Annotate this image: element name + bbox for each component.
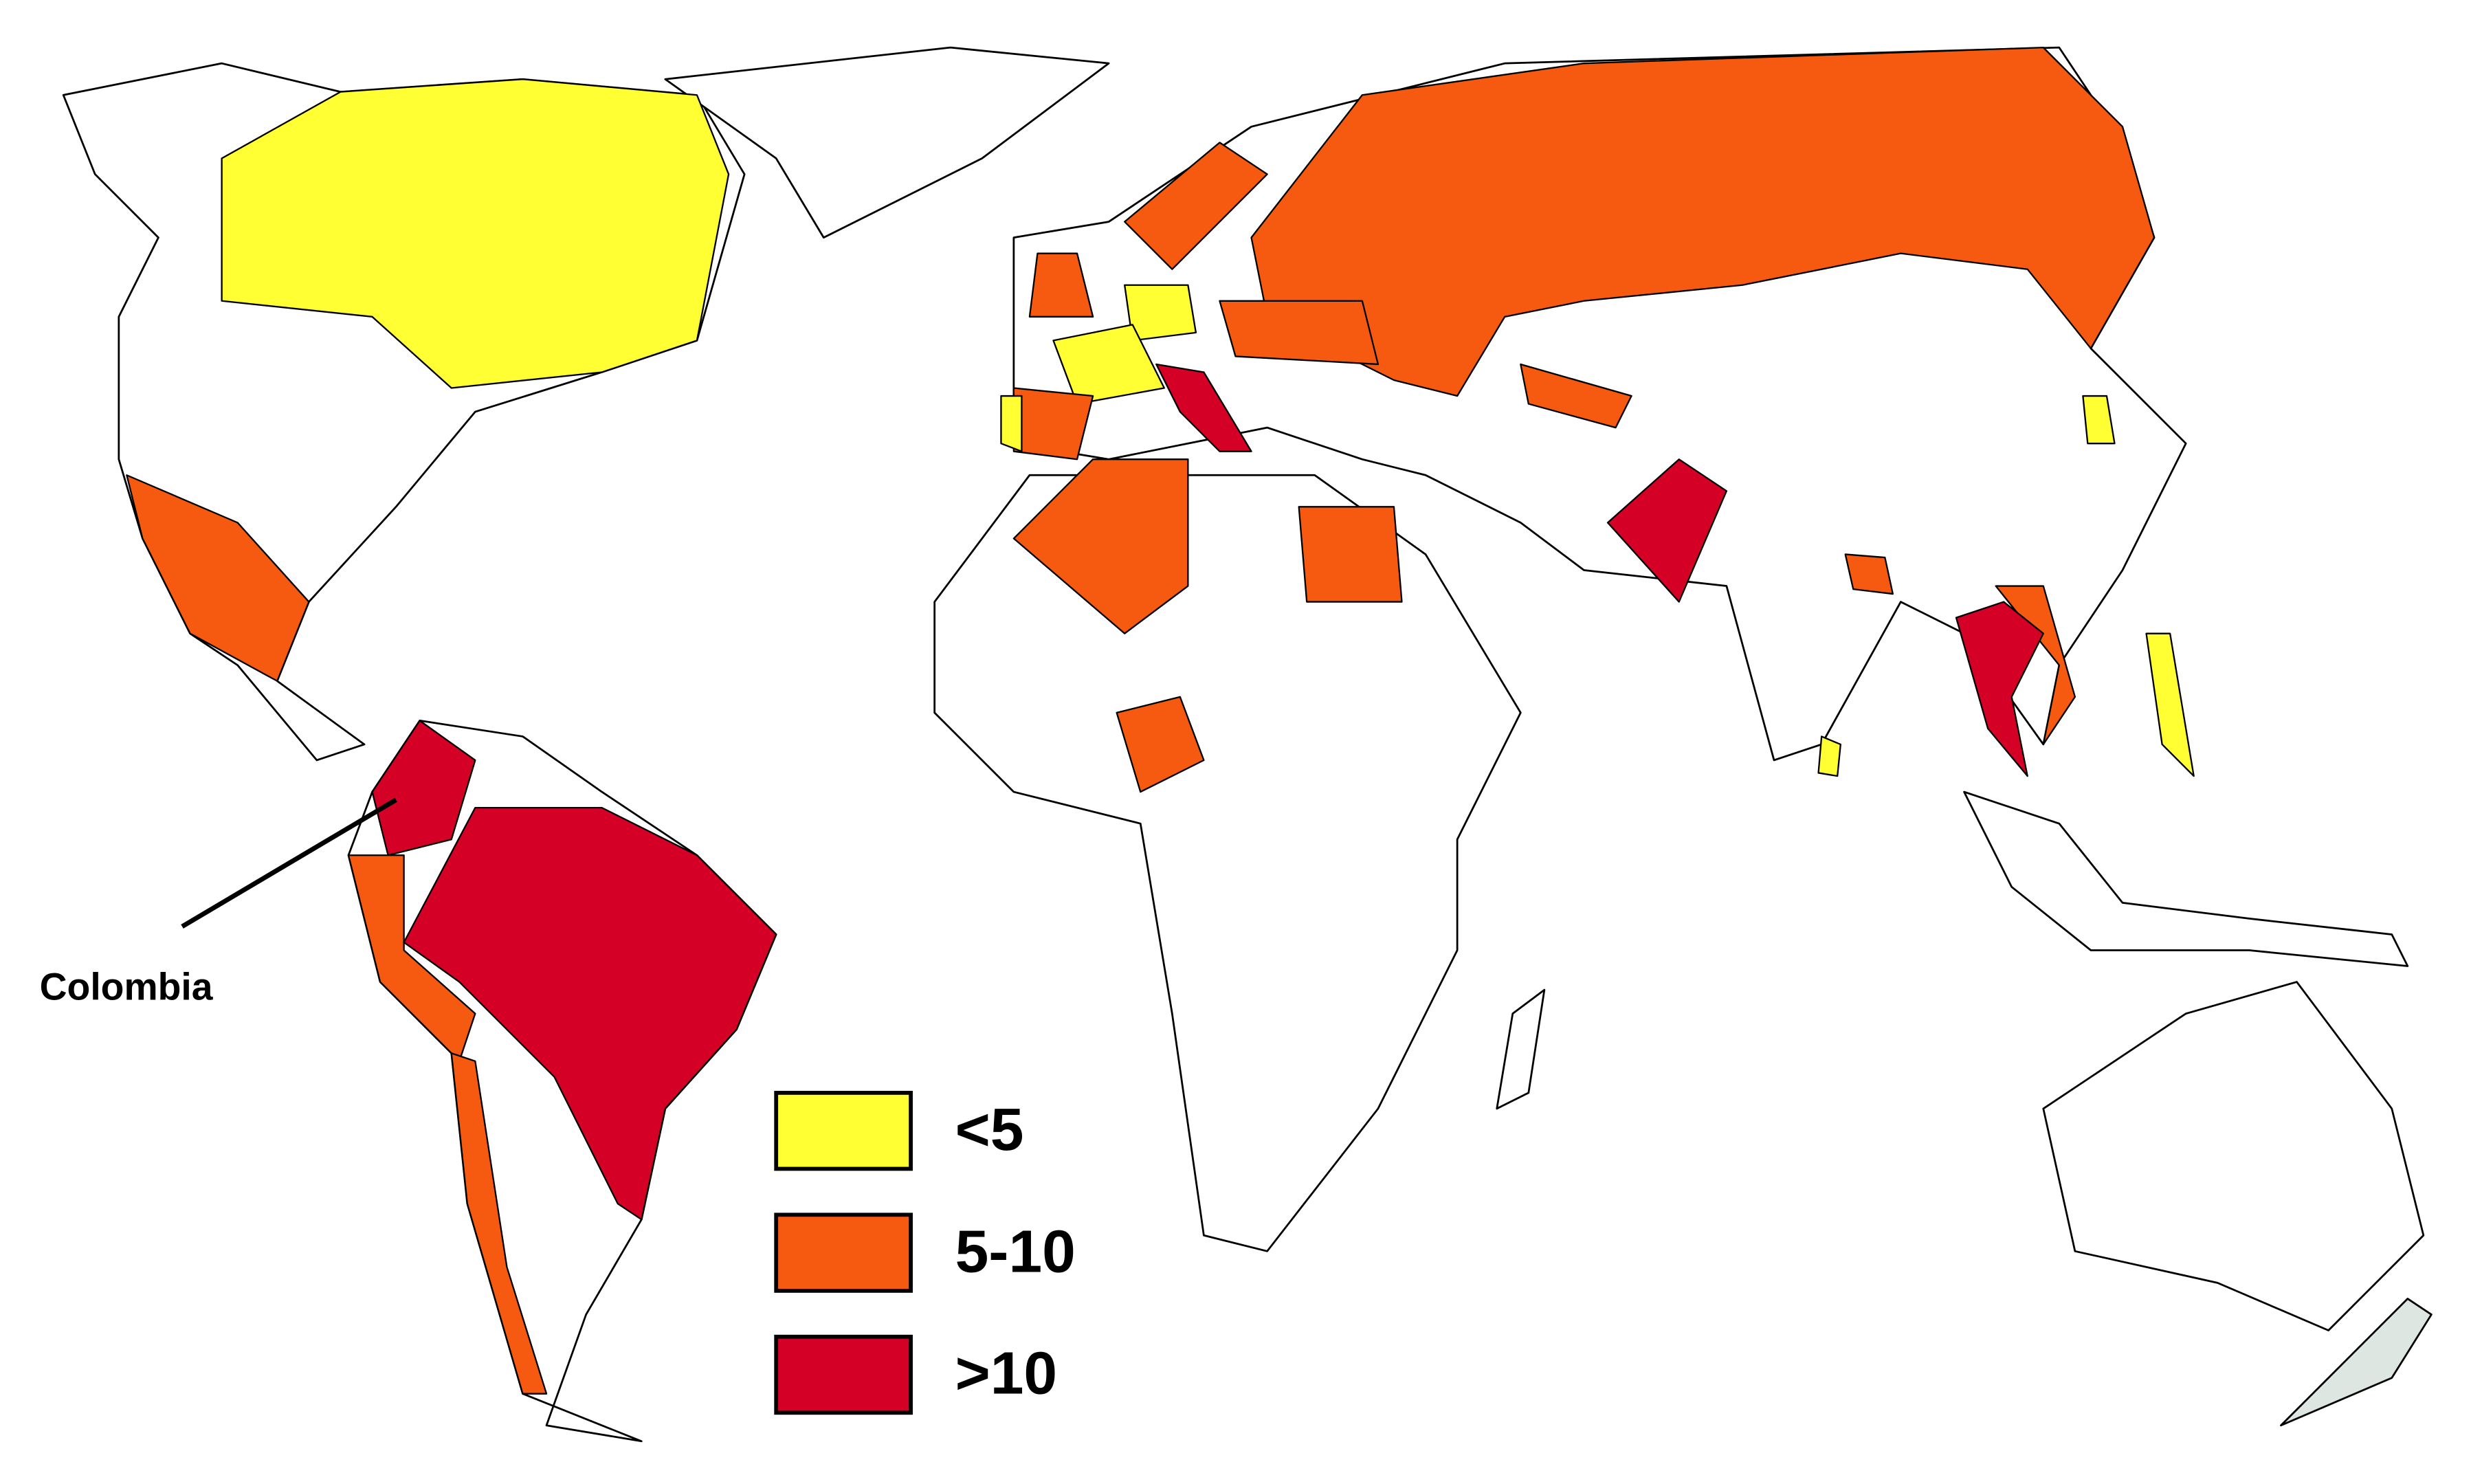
egypt — [1298, 506, 1403, 603]
madagascar — [1496, 988, 1546, 1110]
legend-swatch — [774, 1212, 913, 1293]
bangladesh — [1844, 553, 1894, 595]
thailand — [1955, 601, 2044, 777]
turkey — [1520, 363, 1632, 429]
annotation-line — [181, 797, 397, 929]
annotation-label: Colombia — [40, 966, 214, 1008]
scandinavia — [1124, 142, 1268, 270]
nigeria — [1116, 696, 1205, 793]
algeria — [1012, 458, 1189, 634]
russia — [1250, 46, 2156, 397]
brazil — [403, 806, 777, 1221]
legend: <5 5-10 >10 — [774, 1090, 1076, 1415]
uk — [1028, 252, 1094, 318]
legend-label: 5-10 — [955, 1217, 1076, 1285]
pakistan — [1606, 458, 1728, 603]
new-zealand — [2280, 1298, 2433, 1427]
legend-label: <5 — [955, 1096, 1024, 1163]
eastern-europe — [1219, 300, 1379, 366]
canada — [221, 78, 730, 389]
legend-swatch — [774, 1334, 913, 1415]
italy — [1155, 363, 1252, 452]
countries — [126, 46, 2195, 1395]
legend-label: >10 — [955, 1340, 1058, 1407]
indonesia — [1963, 790, 2409, 967]
africa — [933, 474, 1522, 1252]
legend-swatch — [774, 1090, 913, 1171]
south-korea — [2082, 395, 2116, 445]
greenland — [664, 46, 1110, 239]
australia — [2042, 981, 2425, 1331]
peru — [347, 854, 476, 1062]
vietnam — [1995, 585, 2076, 746]
chile — [450, 1052, 548, 1395]
sri-lanka — [1817, 735, 1841, 777]
portugal — [1000, 395, 1023, 452]
mexico — [126, 474, 310, 682]
colombia — [371, 720, 476, 856]
france — [1052, 324, 1165, 405]
philippines — [2145, 632, 2195, 777]
germany — [1124, 284, 1197, 342]
